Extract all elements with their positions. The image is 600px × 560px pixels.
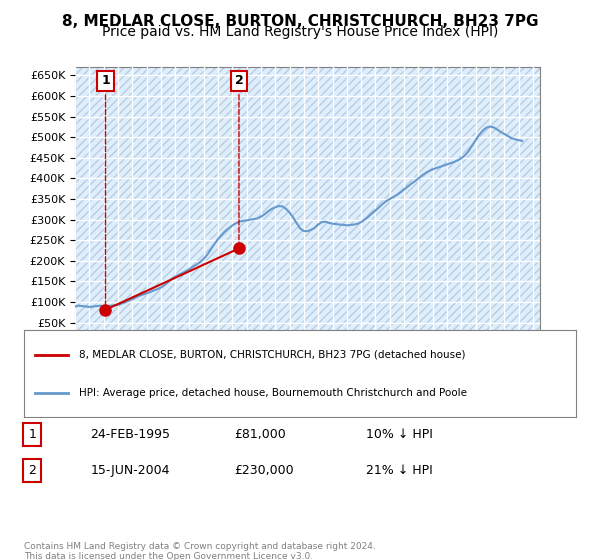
Text: 21% ↓ HPI: 21% ↓ HPI (366, 464, 433, 478)
Text: 1: 1 (101, 74, 110, 307)
Text: 1: 1 (28, 428, 36, 441)
Text: £230,000: £230,000 (234, 464, 293, 478)
Text: 8, MEDLAR CLOSE, BURTON, CHRISTCHURCH, BH23 7PG (detached house): 8, MEDLAR CLOSE, BURTON, CHRISTCHURCH, B… (79, 349, 466, 360)
Text: 2: 2 (28, 464, 36, 478)
Text: 8, MEDLAR CLOSE, BURTON, CHRISTCHURCH, BH23 7PG: 8, MEDLAR CLOSE, BURTON, CHRISTCHURCH, B… (62, 14, 538, 29)
Text: Contains HM Land Registry data © Crown copyright and database right 2024.
This d: Contains HM Land Registry data © Crown c… (24, 542, 376, 560)
Text: HPI: Average price, detached house, Bournemouth Christchurch and Poole: HPI: Average price, detached house, Bour… (79, 388, 467, 398)
Text: 24-FEB-1995: 24-FEB-1995 (90, 428, 170, 441)
Text: Price paid vs. HM Land Registry's House Price Index (HPI): Price paid vs. HM Land Registry's House … (102, 25, 498, 39)
Text: 2: 2 (235, 74, 244, 246)
Text: £81,000: £81,000 (234, 428, 286, 441)
Text: 15-JUN-2004: 15-JUN-2004 (90, 464, 170, 478)
Text: 10% ↓ HPI: 10% ↓ HPI (366, 428, 433, 441)
